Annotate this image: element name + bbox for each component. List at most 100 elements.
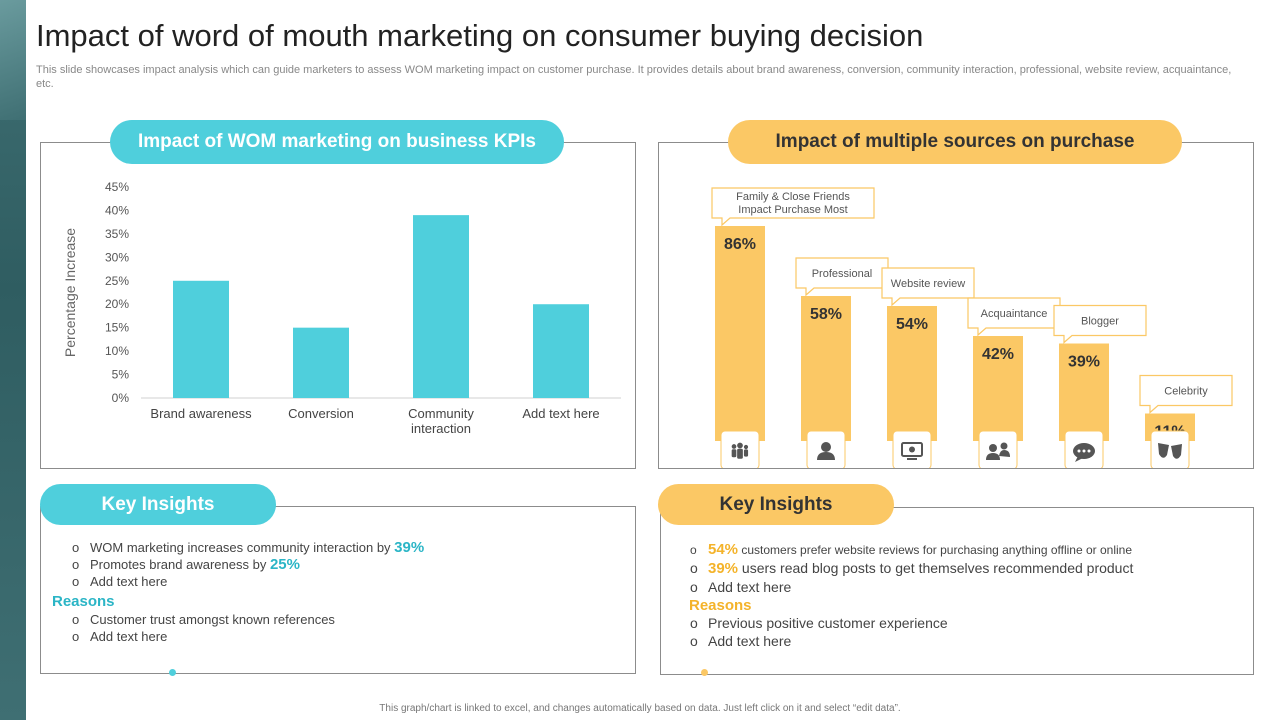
bar	[715, 226, 765, 441]
y-tick-label: 30%	[105, 250, 129, 264]
right-insights-header: Key Insights	[658, 484, 894, 525]
family-icon-head	[737, 442, 743, 449]
kpi-bar-chart: 0% 5% 10% 15% 20% 25% 30% 35% 40% 45% Percentage I…	[62, 180, 621, 436]
y-tick-label: 25%	[105, 274, 129, 288]
insight-text: Add text here	[708, 579, 792, 595]
y-tick-label: 10%	[105, 344, 129, 358]
chat-icon-dot	[1087, 449, 1091, 453]
category-label: Impact Purchase Most	[738, 204, 847, 216]
right-reasons-list: Previous positive customer experience Ad…	[688, 614, 948, 650]
category-label: Acquaintance	[981, 308, 1048, 320]
x-tick-label: interaction	[411, 421, 471, 436]
y-tick-label: 35%	[105, 227, 129, 241]
person-icon-head	[821, 442, 831, 452]
list-item: Add text here	[70, 628, 335, 645]
list-item: Add text here	[688, 578, 1133, 596]
y-tick-label: 15%	[105, 321, 129, 335]
insight-highlight: 54%	[708, 541, 739, 558]
list-item: Add text here	[70, 573, 424, 590]
insight-text: Add text here	[90, 574, 168, 589]
insight-text: customers prefer website reviews for pur…	[738, 543, 1133, 557]
insight-text: users read blog posts to get themselves …	[738, 560, 1134, 576]
decorative-dot	[169, 669, 176, 676]
category-label: Website review	[891, 278, 965, 290]
list-item: Previous positive customer experience	[688, 614, 948, 632]
family-icon-body	[731, 449, 737, 458]
x-tick-label: Conversion	[288, 406, 354, 421]
value-label: 86%	[724, 236, 756, 253]
bar	[173, 280, 229, 398]
family-icon-body	[737, 448, 743, 459]
monitor-icon-stand	[907, 458, 917, 460]
family-icon-head	[743, 444, 749, 450]
bar	[973, 336, 1023, 441]
callout-box	[1053, 304, 1147, 344]
family-icon	[731, 442, 749, 459]
family-icon-body	[743, 449, 749, 457]
icon-badge	[1150, 430, 1190, 468]
theater-masks-icon	[1158, 443, 1182, 459]
list-item: Promotes brand awareness by 25%	[70, 556, 424, 573]
callout-box	[967, 297, 1061, 337]
x-tick-label: Brand awareness	[150, 406, 252, 421]
bar	[293, 327, 349, 398]
mask-icon-left	[1158, 443, 1169, 458]
insight-highlight: 39%	[708, 560, 739, 577]
list-item: WOM marketing increases community intera…	[70, 539, 424, 556]
callout-box	[1139, 374, 1233, 414]
page-title: Impact of word of mouth marketing on con…	[36, 18, 924, 53]
icon-badge	[978, 430, 1018, 468]
list-item: 39% users read blog posts to get themsel…	[688, 559, 1133, 578]
x-tick-label: Add text here	[522, 406, 599, 421]
person-icon	[817, 442, 835, 460]
group-icon-head	[989, 444, 997, 452]
family-icon-head	[731, 444, 737, 449]
right-reasons-label: Reasons	[689, 597, 752, 614]
x-tick-label: Community	[408, 406, 474, 421]
callout-box	[795, 257, 889, 297]
y-tick-label: 5%	[112, 368, 130, 382]
right-insights-list: 54% customers prefer website reviews for…	[688, 541, 1133, 596]
chat-icon	[1073, 443, 1095, 462]
person-icon-body	[817, 452, 835, 460]
insight-highlight: 25%	[269, 556, 300, 573]
footnote: This graph/chart is linked to excel, and…	[379, 703, 901, 714]
bar	[801, 296, 851, 441]
sources-chart-header: Impact of multiple sources on purchase	[728, 120, 1182, 164]
left-insights-list: WOM marketing increases community intera…	[70, 539, 424, 590]
insight-highlight: 39%	[394, 539, 425, 556]
value-label: 39%	[1068, 354, 1100, 371]
group-icon-body	[999, 450, 1010, 457]
chat-icon-dot	[1077, 449, 1081, 453]
bar	[1059, 343, 1109, 441]
left-insights-header: Key Insights	[40, 484, 276, 525]
bar	[887, 306, 937, 441]
category-label: Family & Close Friends	[736, 191, 850, 203]
kpi-chart-header: Impact of WOM marketing on business KPIs	[110, 120, 564, 164]
group-icon-body	[986, 453, 1000, 460]
value-label: 54%	[896, 316, 928, 333]
left-reasons-list: Customer trust amongst known references …	[70, 611, 335, 645]
bar	[413, 215, 469, 398]
side-accent-strip	[0, 0, 26, 720]
sources-chart-panel: 86% Family & Close Friends Impact Purchase…	[658, 142, 1254, 469]
y-tick-label: 20%	[105, 297, 129, 311]
chat-icon-dot	[1082, 449, 1086, 453]
category-label: Celebrity	[1164, 386, 1208, 398]
page-subtitle: This slide showcases impact analysis whi…	[36, 64, 1232, 90]
insight-text: Promotes brand awareness by	[90, 557, 270, 572]
y-tick-label: 40%	[105, 203, 129, 217]
value-label: 42%	[982, 346, 1014, 363]
insight-text: WOM marketing increases community intera…	[90, 540, 395, 555]
callout-box	[711, 187, 875, 227]
kpi-chart-panel: 0% 5% 10% 15% 20% 25% 30% 35% 40% 45% Percentage I…	[40, 142, 636, 469]
decorative-dot	[701, 669, 708, 676]
y-axis-label: Percentage Increase	[62, 228, 78, 357]
monitor-icon-screen	[901, 442, 923, 457]
chat-icon-tail	[1075, 456, 1083, 462]
y-tick-label: 45%	[105, 180, 129, 194]
group-icon-head	[1000, 442, 1008, 450]
category-label: Professional	[812, 268, 873, 280]
monitor-icon	[901, 442, 923, 460]
